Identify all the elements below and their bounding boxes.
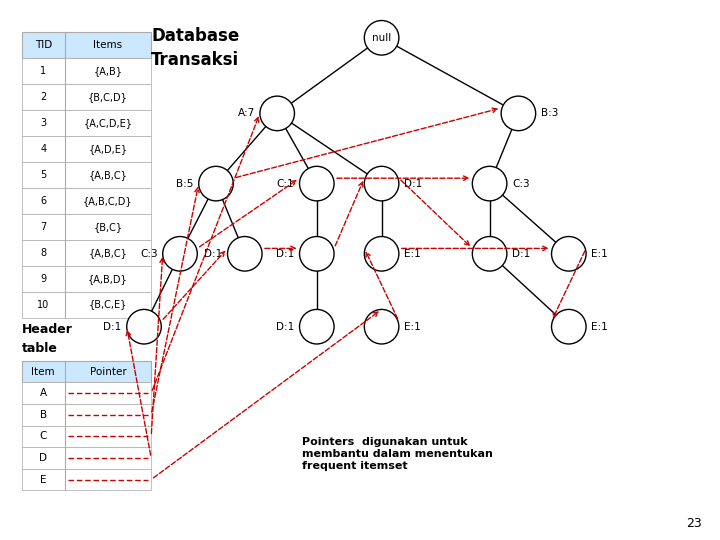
Text: E:1: E:1 [591, 249, 608, 259]
Text: 4: 4 [40, 144, 46, 154]
Text: D:1: D:1 [512, 249, 531, 259]
Text: D:1: D:1 [103, 322, 122, 332]
Ellipse shape [260, 96, 294, 131]
FancyBboxPatch shape [22, 404, 151, 426]
Text: {A,B,C,D}: {A,B,C,D} [84, 196, 132, 206]
Text: B: B [40, 410, 47, 420]
Text: {A,D,E}: {A,D,E} [89, 144, 127, 154]
FancyBboxPatch shape [22, 110, 151, 136]
Text: D: D [39, 453, 48, 463]
Text: null: null [372, 33, 391, 43]
Text: Transaksi: Transaksi [151, 51, 239, 69]
Text: 6: 6 [40, 196, 46, 206]
Text: E:1: E:1 [591, 322, 608, 332]
Ellipse shape [472, 166, 507, 201]
FancyBboxPatch shape [22, 469, 151, 490]
Ellipse shape [364, 237, 399, 271]
Ellipse shape [472, 237, 507, 271]
Text: 23: 23 [686, 517, 702, 530]
Ellipse shape [163, 237, 197, 271]
FancyBboxPatch shape [22, 214, 151, 240]
Ellipse shape [364, 166, 399, 201]
Text: E:1: E:1 [404, 249, 420, 259]
Text: {A,B}: {A,B} [94, 66, 122, 76]
Text: D:1: D:1 [404, 179, 423, 188]
Text: C: C [40, 431, 47, 441]
Text: {B,C}: {B,C} [94, 222, 122, 232]
Text: 10: 10 [37, 300, 50, 309]
Text: {B,C,E}: {B,C,E} [89, 300, 127, 309]
Text: 3: 3 [40, 118, 46, 128]
Text: Items: Items [94, 40, 122, 50]
Text: D:1: D:1 [204, 249, 222, 259]
FancyBboxPatch shape [22, 32, 151, 58]
FancyBboxPatch shape [22, 361, 151, 382]
Text: B:5: B:5 [176, 179, 194, 188]
Text: D:1: D:1 [276, 322, 294, 332]
FancyBboxPatch shape [22, 426, 151, 447]
FancyBboxPatch shape [22, 162, 151, 188]
Text: C:3: C:3 [140, 249, 158, 259]
Ellipse shape [228, 237, 262, 271]
Ellipse shape [364, 309, 399, 344]
Text: {B,C,D}: {B,C,D} [88, 92, 128, 102]
Text: Item: Item [32, 367, 55, 376]
FancyBboxPatch shape [22, 447, 151, 469]
FancyBboxPatch shape [22, 136, 151, 162]
Text: E:1: E:1 [404, 322, 420, 332]
FancyBboxPatch shape [22, 240, 151, 266]
Text: Header: Header [22, 323, 73, 336]
Ellipse shape [300, 309, 334, 344]
FancyBboxPatch shape [22, 292, 151, 318]
Ellipse shape [364, 21, 399, 55]
Text: 2: 2 [40, 92, 46, 102]
Text: 7: 7 [40, 222, 46, 232]
Text: {A,B,D}: {A,B,D} [88, 274, 128, 284]
Ellipse shape [127, 309, 161, 344]
FancyBboxPatch shape [22, 58, 151, 84]
Ellipse shape [501, 96, 536, 131]
Text: table: table [22, 342, 58, 355]
FancyBboxPatch shape [22, 382, 151, 404]
Text: 5: 5 [40, 170, 46, 180]
FancyBboxPatch shape [22, 188, 151, 214]
Text: {A,B,C}: {A,B,C} [89, 248, 127, 258]
Text: {A,B,C}: {A,B,C} [89, 170, 127, 180]
Text: C:1: C:1 [276, 179, 294, 188]
Text: Database: Database [151, 27, 240, 45]
Text: TID: TID [35, 40, 52, 50]
Text: B:3: B:3 [541, 109, 558, 118]
Text: D:1: D:1 [276, 249, 294, 259]
Text: {A,C,D,E}: {A,C,D,E} [84, 118, 132, 128]
Text: Pointer: Pointer [89, 367, 127, 376]
Text: C:3: C:3 [512, 179, 530, 188]
FancyBboxPatch shape [22, 84, 151, 110]
Text: Pointers  digunakan untuk
membantu dalam menentukan
frequent itemset: Pointers digunakan untuk membantu dalam … [302, 437, 493, 470]
Text: 8: 8 [40, 248, 46, 258]
Ellipse shape [552, 309, 586, 344]
Text: A:7: A:7 [238, 109, 255, 118]
Text: 1: 1 [40, 66, 46, 76]
Text: 9: 9 [40, 274, 46, 284]
Text: A: A [40, 388, 47, 398]
Ellipse shape [300, 166, 334, 201]
Ellipse shape [300, 237, 334, 271]
Text: E: E [40, 475, 47, 484]
FancyBboxPatch shape [22, 266, 151, 292]
Ellipse shape [199, 166, 233, 201]
Ellipse shape [552, 237, 586, 271]
